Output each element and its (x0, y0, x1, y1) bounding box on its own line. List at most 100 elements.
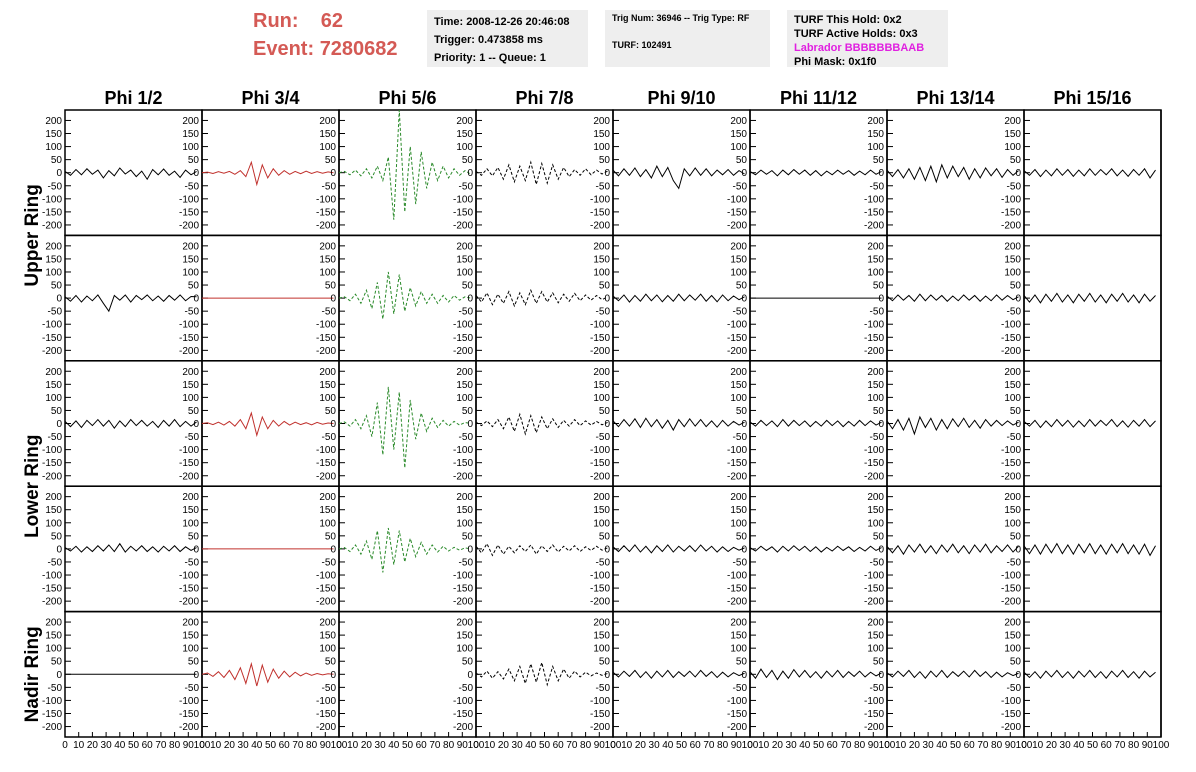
y-tick-label: -200 (1001, 597, 1021, 608)
y-tick-label: 200 (1004, 241, 1021, 252)
waveform (612, 165, 745, 190)
labrador: Labrador BBBBBBBAAB (794, 42, 925, 54)
y-tick-label: -200 (590, 597, 610, 608)
waveform (886, 669, 1019, 680)
y-tick-label: 150 (456, 380, 473, 391)
y-tick-label: 200 (867, 367, 884, 378)
y-tick-label: -100 (316, 194, 336, 205)
y-tick-label: -50 (1007, 557, 1022, 568)
y-tick-label: 150 (593, 631, 610, 642)
y-tick-label: 200 (730, 241, 747, 252)
x-tick-label: 100 (194, 740, 211, 751)
y-tick-label: 150 (867, 129, 884, 140)
y-tick-label: 50 (462, 531, 474, 542)
y-tick-label: 150 (867, 631, 884, 642)
y-tick-label: -200 (316, 220, 336, 231)
x-tick-label: 0 (62, 740, 68, 751)
y-tick-label: -200 (179, 722, 199, 733)
y-tick-label: 200 (1004, 116, 1021, 127)
y-tick-label: 200 (593, 618, 610, 629)
waveform (612, 544, 745, 554)
y-tick-label: 0 (467, 419, 473, 430)
y-tick-label: -150 (864, 207, 884, 218)
y-tick-label: -150 (590, 207, 610, 218)
y-tick-label: -150 (316, 333, 336, 344)
x-tick-label: 70 (566, 740, 578, 751)
y-tick-label: 100 (456, 142, 473, 153)
y-tick-label: -50 (1007, 307, 1022, 318)
y-tick-label: -100 (590, 194, 610, 205)
time: Time: 2008-12-26 20:46:08 (434, 16, 570, 28)
y-tick-label: -50 (459, 557, 474, 568)
y-tick-label: 150 (730, 129, 747, 140)
y-tick-label: -200 (727, 597, 747, 608)
y-tick-label: -50 (185, 432, 200, 443)
y-tick-label: 200 (182, 367, 199, 378)
y-tick-label: 200 (730, 492, 747, 503)
x-tick-label: 30 (512, 740, 524, 751)
y-tick-label: 150 (456, 505, 473, 516)
y-tick-label: -200 (864, 220, 884, 231)
y-tick-label: 100 (182, 393, 199, 404)
waveform (886, 543, 1019, 556)
y-tick-label: 0 (741, 294, 747, 305)
y-tick-label: -150 (316, 458, 336, 469)
turf-box: TURF This Hold: 0x2 TURF Active Holds: 0… (787, 10, 948, 68)
x-tick-label: 90 (183, 740, 195, 751)
y-tick-label: 100 (456, 393, 473, 404)
y-tick-label: 100 (319, 142, 336, 153)
event-value: 7280682 (319, 38, 398, 60)
y-tick-label: 200 (45, 618, 62, 629)
waveform (338, 386, 471, 468)
y-tick-label: -50 (596, 181, 611, 192)
y-tick-label: 0 (1015, 168, 1021, 179)
waveform (201, 661, 334, 687)
y-tick-label: -150 (179, 709, 199, 720)
y-tick-label: 150 (1004, 380, 1021, 391)
waveform (475, 160, 608, 185)
x-tick-label: 50 (676, 740, 688, 751)
ring-label: Nadir Ring (22, 626, 43, 722)
y-tick-label: 50 (188, 531, 200, 542)
y-tick-label: 100 (182, 267, 199, 278)
y-tick-label: 150 (1004, 631, 1021, 642)
x-tick-label: 100 (879, 740, 896, 751)
y-tick-label: 50 (325, 281, 337, 292)
x-tick-label: 60 (1101, 740, 1113, 751)
y-tick-label: -100 (590, 445, 610, 456)
y-tick-label: -50 (870, 181, 885, 192)
y-tick-label: -200 (864, 597, 884, 608)
y-tick-label: 200 (1004, 492, 1021, 503)
y-tick-label: -200 (179, 471, 199, 482)
y-tick-label: 150 (867, 380, 884, 391)
waveform (886, 415, 1019, 436)
y-tick-label: 50 (188, 281, 200, 292)
y-tick-label: 200 (456, 618, 473, 629)
x-tick-label: 70 (155, 740, 167, 751)
event: Event: 7280682 (253, 38, 398, 61)
y-tick-label: 100 (319, 518, 336, 529)
y-tick-label: -150 (179, 458, 199, 469)
x-tick-label: 30 (786, 740, 798, 751)
x-tick-label: 70 (429, 740, 441, 751)
turf-active: TURF Active Holds: 0x3 (794, 28, 918, 40)
y-tick-label: 100 (182, 518, 199, 529)
y-tick-label: -50 (596, 432, 611, 443)
y-tick-label: -50 (322, 432, 337, 443)
y-tick-label: 100 (182, 644, 199, 655)
x-tick-label: 60 (553, 740, 565, 751)
y-tick-label: 150 (319, 380, 336, 391)
x-tick-label: 80 (717, 740, 729, 751)
y-tick-label: -150 (453, 207, 473, 218)
y-tick-label: 0 (604, 670, 610, 681)
y-tick-label: -100 (316, 320, 336, 331)
y-tick-label: -200 (590, 220, 610, 231)
y-tick-label: 50 (325, 657, 337, 668)
y-tick-label: -150 (179, 207, 199, 218)
waveform (749, 545, 882, 553)
y-tick-label: 0 (604, 294, 610, 305)
x-tick-label: 100 (468, 740, 485, 751)
y-tick-label: 0 (604, 419, 610, 430)
y-tick-label: 200 (867, 116, 884, 127)
y-tick-label: 150 (182, 380, 199, 391)
